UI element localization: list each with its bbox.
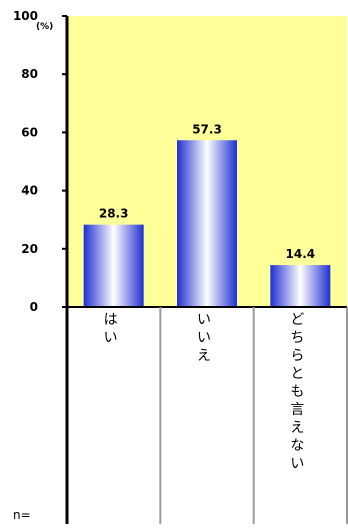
x-category-label: いいえ	[197, 312, 211, 364]
bar-value-label: 14.4	[286, 247, 316, 261]
bar-value-label: 28.3	[99, 207, 129, 221]
y-tick-label: 20	[21, 242, 38, 256]
x-category-label: はい	[104, 312, 118, 346]
bar	[177, 140, 237, 307]
y-tick-label: 40	[21, 184, 38, 198]
y-unit-label: (%)	[36, 22, 53, 32]
y-tick-label: 60	[21, 125, 38, 139]
y-tick-label: 100	[13, 9, 38, 23]
bar	[83, 224, 144, 307]
bar-value-label: 57.3	[192, 122, 222, 136]
n-label: n=	[13, 508, 31, 522]
y-tick-label: 80	[21, 67, 38, 81]
bar	[270, 265, 331, 307]
x-category-label: どちらとも言えない	[290, 312, 304, 472]
y-tick-label: 0	[30, 300, 38, 314]
